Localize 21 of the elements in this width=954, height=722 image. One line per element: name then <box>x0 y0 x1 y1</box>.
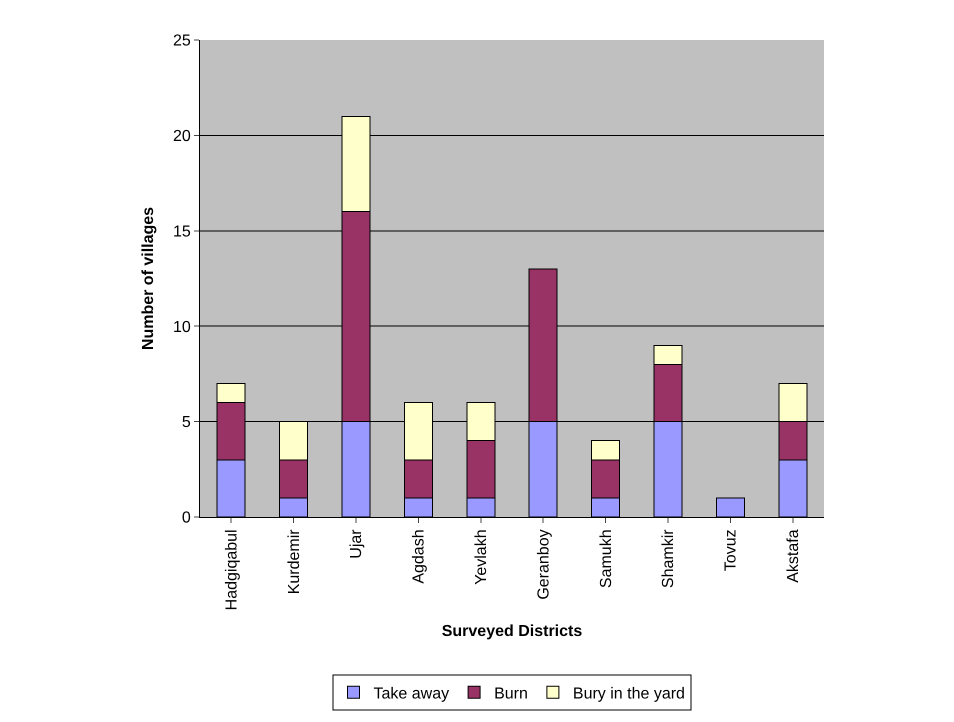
x-tick-label: Akstafa <box>785 529 802 583</box>
legend-label: Take away <box>374 686 450 703</box>
x-tick-label: Tovuz <box>722 529 740 572</box>
y-tick-label: 15 <box>173 223 191 240</box>
x-tick-label: Hadgiqabul <box>223 529 240 610</box>
y-tick-label: 5 <box>182 414 191 432</box>
x-tick-label: Yevlakh <box>473 529 490 585</box>
y-tick-label: 25 <box>173 32 191 50</box>
x-axis-title: Surveyed Districts <box>442 623 582 640</box>
y-tick-label: 20 <box>173 128 191 145</box>
y-tick-label: 10 <box>173 318 191 336</box>
legend-label: Bury in the yard <box>572 686 685 703</box>
x-tick-label: Kurdemir <box>286 528 303 594</box>
x-tick-label: Ujar <box>348 528 366 559</box>
x-tick-label: Agdash <box>410 529 428 584</box>
legend-label: Burn <box>494 686 528 703</box>
x-tick-label: Samukh <box>598 529 615 588</box>
x-tick-label: Shamkir <box>660 528 678 588</box>
y-tick-label: 0 <box>182 510 191 527</box>
y-axis-title: Number of villages <box>140 206 157 350</box>
x-tick-label: Geranboy <box>535 529 552 600</box>
